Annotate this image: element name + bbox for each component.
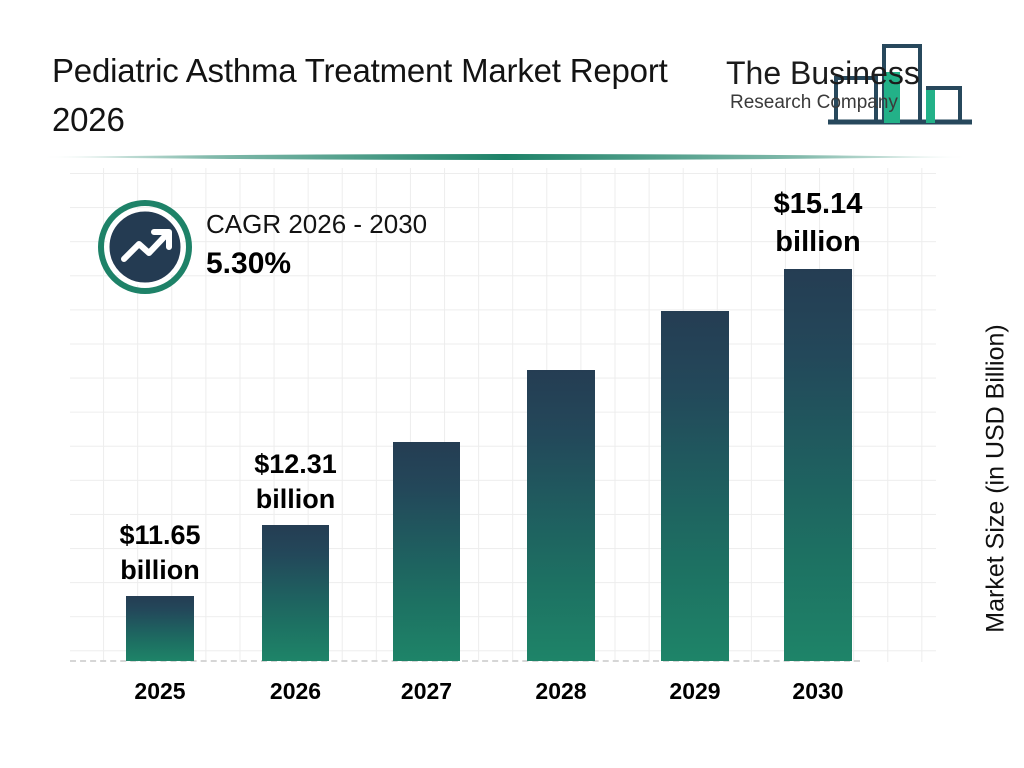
bar-2028[interactable] bbox=[527, 370, 595, 661]
bar-column-2025: $11.65 billion bbox=[119, 506, 201, 661]
company-logo: The Business Research Company bbox=[724, 34, 976, 126]
header-divider bbox=[42, 150, 968, 162]
bar-value-unit-2025: billion bbox=[120, 555, 200, 585]
x-axis-label-2027: 2027 bbox=[400, 678, 453, 704]
x-axis-label-2025: 2025 bbox=[134, 678, 186, 704]
bar-2029[interactable] bbox=[661, 311, 729, 661]
cagr-text-block: CAGR 2026 - 2030 5.30% bbox=[206, 206, 496, 284]
bars-container: $11.65 billion $12.31 billion $15.14 billion bbox=[0, 168, 1024, 768]
bar-column-2029 bbox=[661, 221, 729, 661]
bar-value-amount-2030: $15.14 bbox=[773, 188, 863, 220]
bar-value-amount-2025: $11.65 bbox=[119, 520, 201, 550]
bar-value-label-2026: $12.31 billion bbox=[254, 447, 337, 517]
y-axis-title: Market Size (in USD Billion) bbox=[976, 278, 1016, 678]
bar-value-label-2030: $15.14 billion bbox=[774, 185, 863, 261]
bar-value-unit-2026: billion bbox=[255, 484, 336, 514]
cagr-value: 5.30% bbox=[206, 247, 292, 280]
x-axis-label-2029: 2029 bbox=[669, 678, 721, 704]
axis-baseline bbox=[70, 660, 860, 662]
bar-2027[interactable] bbox=[393, 442, 460, 661]
trending-up-arrow-icon bbox=[98, 200, 192, 294]
svg-text:Research Company: Research Company bbox=[730, 92, 898, 113]
bar-value-unit-2030: billion bbox=[775, 226, 861, 258]
svg-text:The Business: The Business bbox=[726, 55, 920, 91]
bar-column-2026: $12.31 billion bbox=[254, 435, 337, 661]
bar-2030[interactable] bbox=[784, 269, 852, 661]
bar-chart: CAGR 2026 - 2030 5.30% $11.65 billion $12.… bbox=[0, 168, 1024, 768]
bar-column-2030: $15.14 billion bbox=[774, 179, 862, 661]
x-axis-label-2030: 2030 bbox=[792, 678, 844, 704]
x-axis-label-2026: 2026 bbox=[269, 678, 322, 704]
x-axis-label-2028: 2028 bbox=[535, 678, 587, 704]
bar-value-amount-2026: $12.31 bbox=[254, 449, 337, 479]
bar-column-2028 bbox=[527, 280, 595, 661]
bar-column-2027 bbox=[393, 352, 460, 661]
cagr-badge: CAGR 2026 - 2030 5.30% bbox=[98, 200, 498, 310]
bar-2026[interactable] bbox=[262, 525, 329, 661]
page-header: Pediatric Asthma Treatment Market Report… bbox=[0, 0, 1024, 160]
y-axis-title-text: Market Size (in USD Billion) bbox=[981, 323, 1010, 633]
bar-2025[interactable] bbox=[126, 596, 194, 661]
page-title: Pediatric Asthma Treatment Market Report… bbox=[52, 52, 668, 138]
x-axis-labels: 2025 2026 2027 2028 2029 2030 bbox=[0, 676, 1024, 716]
bar-value-label-2025: $11.65 billion bbox=[119, 518, 200, 588]
cagr-period-label: CAGR 2026 - 2030 bbox=[206, 209, 428, 239]
